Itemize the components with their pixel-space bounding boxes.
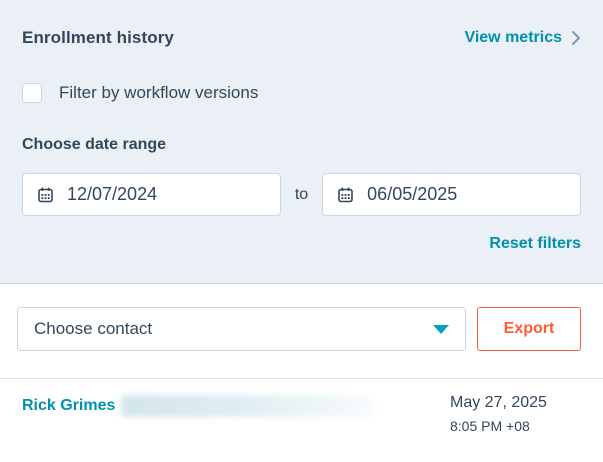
end-date-value: 06/05/2025 (367, 184, 458, 204)
enrollment-date: May 27, 2025 (450, 394, 547, 411)
enrollment-timestamp: May 27, 2025 8:05 PM +08 (450, 392, 581, 436)
chevron-right-icon (572, 31, 580, 45)
start-date-input[interactable]: 12/07/2024 (22, 173, 281, 216)
calendar-icon (338, 187, 353, 202)
table-row: Rick Grimes May 27, 2025 8:05 PM +08 (0, 379, 603, 436)
toolbar: Choose contact Export (0, 284, 603, 351)
export-button[interactable]: Export (477, 307, 581, 351)
workflow-versions-filter-row: Filter by workflow versions (22, 83, 581, 103)
start-date-value: 12/07/2024 (67, 184, 158, 204)
date-range-separator: to (294, 185, 309, 203)
divider (0, 378, 603, 379)
contact-select[interactable]: Choose contact (17, 307, 466, 351)
date-range-row: 12/07/2024 to 06/05/2025 (22, 173, 581, 216)
workflow-versions-checkbox-label: Filter by workflow versions (59, 83, 259, 102)
reset-filters-row: Reset filters (22, 235, 581, 253)
calendar-icon (38, 187, 53, 202)
chevron-down-icon (433, 324, 449, 334)
redacted-text (121, 395, 375, 417)
contact-link[interactable]: Rick Grimes (22, 397, 116, 414)
end-date-input[interactable]: 06/05/2025 (322, 173, 581, 216)
page-title: Enrollment history (22, 28, 174, 47)
view-metrics-link[interactable]: View metrics (464, 29, 581, 47)
filter-panel: Enrollment history View metrics Filter b… (0, 0, 603, 284)
workflow-versions-checkbox[interactable] (22, 83, 42, 103)
view-metrics-label: View metrics (464, 29, 562, 46)
panel-header: Enrollment history View metrics (22, 0, 581, 48)
enrollment-time: 8:05 PM +08 (450, 418, 530, 434)
date-range-label: Choose date range (22, 136, 167, 153)
reset-filters-link[interactable]: Reset filters (489, 235, 581, 252)
contact-select-value: Choose contact (34, 319, 153, 338)
